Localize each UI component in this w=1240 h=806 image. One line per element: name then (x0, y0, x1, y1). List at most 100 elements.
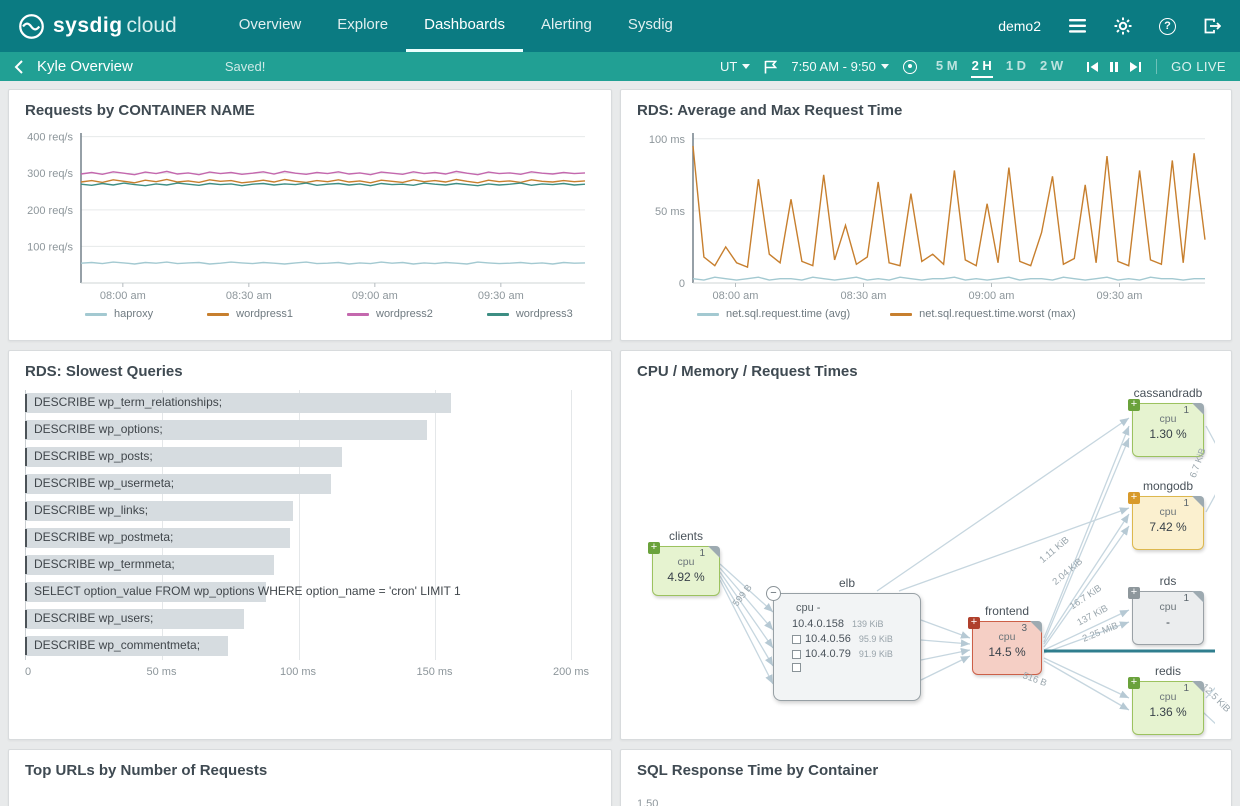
time-range-select[interactable]: 7:50 AM - 9:50 (791, 59, 889, 74)
menu-icon[interactable] (1067, 16, 1087, 36)
panel-requests-by-container[interactable]: Requests by CONTAINER NAME 400 req/s 300 … (8, 89, 612, 341)
query-bar-row[interactable]: DESCRIBE wp_usermeta; (25, 471, 571, 498)
logout-icon[interactable] (1202, 16, 1222, 36)
elb-instance-size: 95.9 KiB (858, 634, 893, 644)
mongodb-node[interactable]: +1 cpu 7.42 % (1128, 492, 1204, 550)
frontend-node[interactable]: +3 cpu 14.5 % (968, 617, 1042, 675)
svg-text:400 req/s: 400 req/s (27, 132, 73, 144)
clients-node[interactable]: +1 cpu 4.92 % (648, 542, 720, 596)
time-range-buttons: 5 M 2 H 1 D 2 W (935, 55, 1064, 78)
elb-instance-row[interactable]: 10.4.0.79 91.9 KiB (792, 648, 912, 660)
elb-instance-ip: 10.4.0.158 (792, 618, 844, 630)
query-label: DESCRIBE wp_term_relationships; (34, 395, 223, 409)
rds-node[interactable]: +1 cpu - (1128, 587, 1204, 645)
query-bar (26, 474, 332, 494)
elb-instance-ip: 10.4.0.79 (805, 648, 851, 660)
query-label: DESCRIBE wp_commentmeta; (34, 638, 201, 652)
user-menu[interactable]: demo2 (998, 18, 1041, 34)
topology-chart[interactable]: clients +1 cpu 4.92 % frontend +3 cpu 14.5 % cas… (637, 386, 1231, 735)
cassandradb-label: cassandradb (1133, 386, 1203, 400)
query-bar-row[interactable]: DESCRIBE wp_options; (25, 417, 571, 444)
back-chevron-icon[interactable] (14, 59, 23, 74)
expand-icon[interactable]: + (1128, 492, 1140, 504)
elb-instance-size: 139 KiB (852, 619, 884, 629)
legend-label: wordpress1 (236, 308, 293, 320)
pause-icon[interactable] (1109, 61, 1119, 73)
range-1d-button[interactable]: 1 D (1005, 58, 1027, 73)
timezone-select[interactable]: UT (720, 59, 751, 74)
count-badge: 1 (1183, 405, 1189, 416)
go-live-button[interactable]: GO LIVE (1171, 59, 1226, 74)
checkbox[interactable] (792, 634, 801, 644)
skip-forward-icon[interactable] (1129, 61, 1142, 73)
svg-text:09:00 am: 09:00 am (352, 290, 398, 302)
expand-icon[interactable]: + (1128, 399, 1140, 411)
panel-sql-response-time[interactable]: SQL Response Time by Container 1.50 (620, 749, 1232, 806)
panel-top-urls[interactable]: Top URLs by Number of Requests (8, 749, 612, 806)
query-bar (26, 528, 291, 548)
range-2w-button[interactable]: 2 W (1040, 58, 1064, 73)
checkbox[interactable] (792, 663, 801, 672)
expand-icon[interactable]: + (648, 542, 660, 554)
group-fold-icon (1030, 621, 1042, 633)
expand-icon[interactable]: + (968, 617, 980, 629)
range-2h-button[interactable]: 2 H (970, 55, 993, 78)
elb-instance-row[interactable]: 10.4.0.56 95.9 KiB (792, 633, 912, 645)
legend-label: net.sql.request.time.worst (max) (919, 308, 1076, 320)
expand-icon[interactable]: + (1128, 677, 1140, 689)
range-5m-button[interactable]: 5 M (935, 58, 958, 73)
nav-overview[interactable]: Overview (238, 16, 302, 33)
elb-group-node[interactable]: − cpu - 10.4.0.158 139 KiB 10.4.0.56 95.9 KiB… (766, 586, 921, 701)
node-value: 14.5 % (988, 645, 1026, 659)
legend-item[interactable]: net.sql.request.time.worst (max) (890, 308, 1076, 320)
skip-back-icon[interactable] (1086, 61, 1099, 73)
panel-rds-request-time[interactable]: RDS: Average and Max Request Time 100 ms… (620, 89, 1232, 341)
query-bar-row[interactable]: DESCRIBE wp_term_relationships; (25, 390, 571, 417)
panel-title: RDS: Average and Max Request Time (637, 102, 903, 119)
svg-text:09:00 am: 09:00 am (969, 290, 1015, 302)
nav-sysdig[interactable]: Sysdig (627, 16, 673, 33)
help-icon[interactable]: ? (1159, 17, 1176, 35)
panel-slowest-queries[interactable]: RDS: Slowest Queries DESCRIBE wp_term_re… (8, 350, 612, 740)
brand-suffix: cloud (126, 14, 177, 37)
requests-line-chart[interactable]: 400 req/s 300 req/s 200 req/s 100 req/s 08:0… (25, 127, 595, 303)
query-bar-row[interactable]: DESCRIBE wp_termmeta; (25, 552, 571, 579)
query-bar-row[interactable]: DESCRIBE wp_links; (25, 498, 571, 525)
query-bar-row[interactable]: DESCRIBE wp_commentmeta; (25, 633, 571, 660)
x-axis-labels: 0 50 ms 100 ms 150 ms 200 ms (25, 666, 590, 678)
query-bar-row[interactable]: DESCRIBE wp_users; (25, 606, 571, 633)
nav-alerting[interactable]: Alerting (541, 16, 592, 33)
elb-instance-row[interactable]: 10.4.0.158 139 KiB (792, 618, 912, 630)
settings-gear-icon[interactable] (1113, 16, 1133, 36)
expand-icon[interactable]: + (1128, 587, 1140, 599)
query-bar-row[interactable]: DESCRIBE wp_postmeta; (25, 525, 571, 552)
rds-time-line-chart[interactable]: 100 ms 50 ms 0 08:00 am 08:30 am 09:00 am 09:3… (637, 127, 1215, 303)
query-bar-row[interactable]: DESCRIBE wp_posts; (25, 444, 571, 471)
axis-tick (25, 583, 27, 601)
legend-item[interactable]: wordpress1 (207, 308, 293, 320)
slowest-queries-bar-chart[interactable]: DESCRIBE wp_term_relationships; DESCRIBE … (25, 390, 595, 684)
elb-instance-row[interactable] (792, 663, 912, 672)
collapse-icon[interactable]: − (766, 586, 781, 601)
sysdig-logo[interactable]: sysdig cloud (18, 13, 177, 40)
legend-item[interactable]: wordpress2 (347, 308, 433, 320)
count-badge: 1 (1183, 683, 1189, 694)
focus-target-icon[interactable] (902, 59, 917, 74)
annotation-flag-icon[interactable] (764, 60, 778, 74)
cassandradb-node[interactable]: +1 cpu 1.30 % (1128, 399, 1204, 457)
dashboard-title: Kyle Overview (37, 58, 133, 75)
svg-text:200 req/s: 200 req/s (27, 205, 73, 217)
checkbox[interactable] (792, 649, 801, 659)
panel-topology[interactable]: CPU / Memory / Request Times clients +1 cp… (620, 350, 1232, 740)
nav-dashboards[interactable]: Dashboards (406, 0, 523, 52)
group-fold-icon (1192, 591, 1204, 603)
legend-item[interactable]: net.sql.request.time (avg) (697, 308, 850, 320)
legend-item[interactable]: wordpress3 (486, 308, 573, 320)
redis-node[interactable]: +1 cpu 1.36 % (1128, 677, 1204, 735)
legend-label: wordpress3 (515, 308, 573, 320)
svg-text:08:00 am: 08:00 am (713, 290, 759, 302)
legend-item[interactable]: haproxy (85, 308, 153, 320)
svg-text:08:30 am: 08:30 am (226, 290, 272, 302)
query-bar-row[interactable]: SELECT option_value FROM wp_options WHER… (25, 579, 571, 606)
nav-explore[interactable]: Explore (337, 16, 389, 33)
